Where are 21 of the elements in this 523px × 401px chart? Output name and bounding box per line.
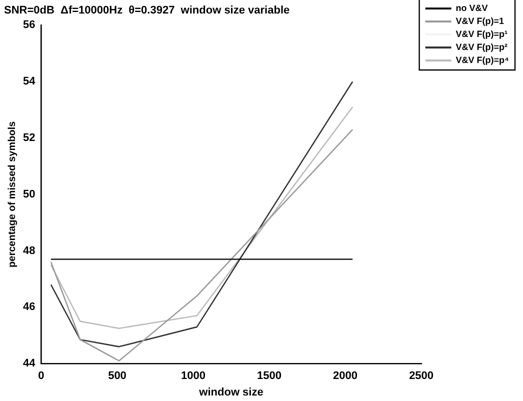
y-tick-label: 56 — [22, 19, 36, 32]
x-tick-label: 2500 — [409, 370, 434, 382]
legend-label: V&V F(p)=p¹ — [456, 28, 508, 39]
y-tick-label: 48 — [22, 244, 36, 257]
chart-title: SNR=0dB Δf=10000Hz θ=0.3927 window size variable — [4, 4, 290, 17]
x-axis-title: window size — [198, 386, 264, 398]
legend-label: V&V F(p)=p⁴ — [456, 54, 510, 65]
y-tick-label: 52 — [22, 132, 36, 144]
x-tick-label: 1500 — [257, 370, 282, 382]
y-tick-label: 54 — [22, 76, 36, 88]
y-tick-label: 50 — [22, 188, 36, 200]
legend-label: no V&V — [456, 2, 488, 13]
y-tick-label: 44 — [22, 358, 36, 370]
x-tick-label: 1000 — [181, 370, 206, 382]
y-axis-title: percentage of missed symbols — [6, 120, 18, 268]
y-tick-label: 46 — [22, 301, 36, 314]
legend-label: V&V F(p)=p² — [456, 42, 508, 52]
x-tick-label: 2000 — [333, 370, 358, 382]
x-tick-label: 0 — [38, 370, 44, 382]
legend-label: V&V F(p)=1 — [456, 16, 504, 26]
x-tick-label: 500 — [108, 370, 126, 382]
